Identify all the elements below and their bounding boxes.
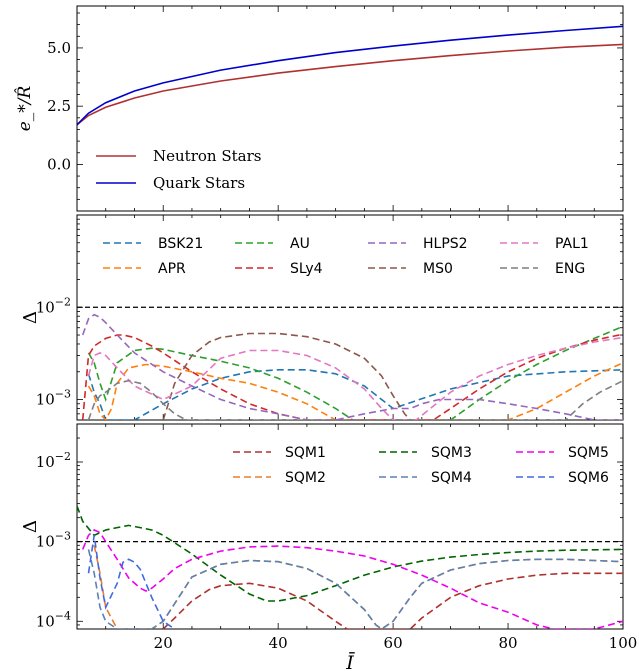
y-tick-label: 10−4 [36, 609, 71, 630]
legend: BSK21 APR AU SLy4 HLPS2 MS0 PAL1 ENG [103, 236, 589, 277]
plot-frame [76, 423, 624, 630]
series-line-hlps2 [81, 313, 623, 420]
legend-label: SQM3 [431, 445, 472, 461]
y-tick-label: 10−3 [36, 530, 71, 551]
series-line-neutron-stars [77, 43, 623, 126]
y-axis-label: Δ [20, 520, 41, 533]
legend-label: SQM2 [285, 470, 326, 486]
series-line-apr [87, 362, 623, 420]
legend-label: HLPS2 [423, 236, 468, 252]
x-tick-label: 60 [384, 634, 403, 652]
series-line-quark-stars [77, 25, 623, 126]
series-group [77, 505, 623, 629]
plot-frame [76, 5, 624, 212]
legend-label: SQM4 [431, 470, 472, 486]
y-tick-label: 10−2 [36, 295, 71, 316]
series-line-eng [87, 379, 623, 420]
y-tick-label: 0.0 [47, 155, 71, 173]
legend-label: MS0 [423, 261, 453, 277]
legend-label: ENG [555, 261, 585, 277]
legend: Neutron Stars Quark Stars [96, 147, 261, 192]
legend-label: SQM1 [285, 445, 326, 461]
y-tick-label: 5.0 [47, 39, 71, 57]
y-axis-label: e_*/R̂ [15, 86, 35, 132]
legend: SQM1 SQM2 SQM3 SQM4 SQM5 SQM6 [233, 445, 609, 486]
legend-label: SQM6 [568, 470, 609, 486]
y-axis-label: Δ [20, 311, 41, 324]
series-line-ms0 [162, 332, 411, 420]
x-tick-label: 40 [269, 634, 288, 652]
legend-label: Quark Stars [153, 174, 245, 192]
panel-3: 10−410−310−220 40 60 80 100ΔĪSQM1SQM2SQM3SQM… [20, 423, 638, 671]
series-line-sqm4 [87, 549, 623, 629]
series-line-pal1 [87, 336, 623, 420]
panel-1: 0.0 2.5 5.0 e_*/R̂ Neutron Stars Quark Stars [15, 5, 624, 212]
legend-label: SLy4 [290, 261, 323, 277]
legend-label: BSK21 [158, 236, 203, 252]
series-line-sqm5 [81, 529, 623, 629]
series-group [77, 25, 623, 126]
y-tick-label: 2.5 [47, 97, 71, 115]
y-tick-label: 10−3 [36, 388, 71, 409]
panel-2: 10−3 10−2Δ BSK21 APR AU SLy4 HLPS2 MS0 PAL1 ENG [20, 214, 624, 421]
legend-label: PAL1 [555, 236, 589, 252]
series-line-sqm2 [93, 545, 623, 629]
series-group [81, 313, 623, 420]
series-line-au [87, 325, 623, 420]
legend-label: APR [158, 261, 186, 277]
y-tick-label: 10−2 [36, 450, 71, 471]
x-tick-label: 80 [499, 634, 518, 652]
legend-label: SQM5 [568, 445, 609, 461]
legend-label: Neutron Stars [153, 147, 261, 165]
legend-label: AU [290, 236, 310, 252]
x-tick-label: 100 [609, 634, 638, 652]
series-line-bsk21 [87, 368, 623, 420]
series-line-sly4 [81, 333, 623, 420]
x-axis-label: Ī [345, 651, 355, 671]
x-tick-label: 20 [154, 634, 173, 652]
series-line-sqm3 [77, 505, 623, 602]
